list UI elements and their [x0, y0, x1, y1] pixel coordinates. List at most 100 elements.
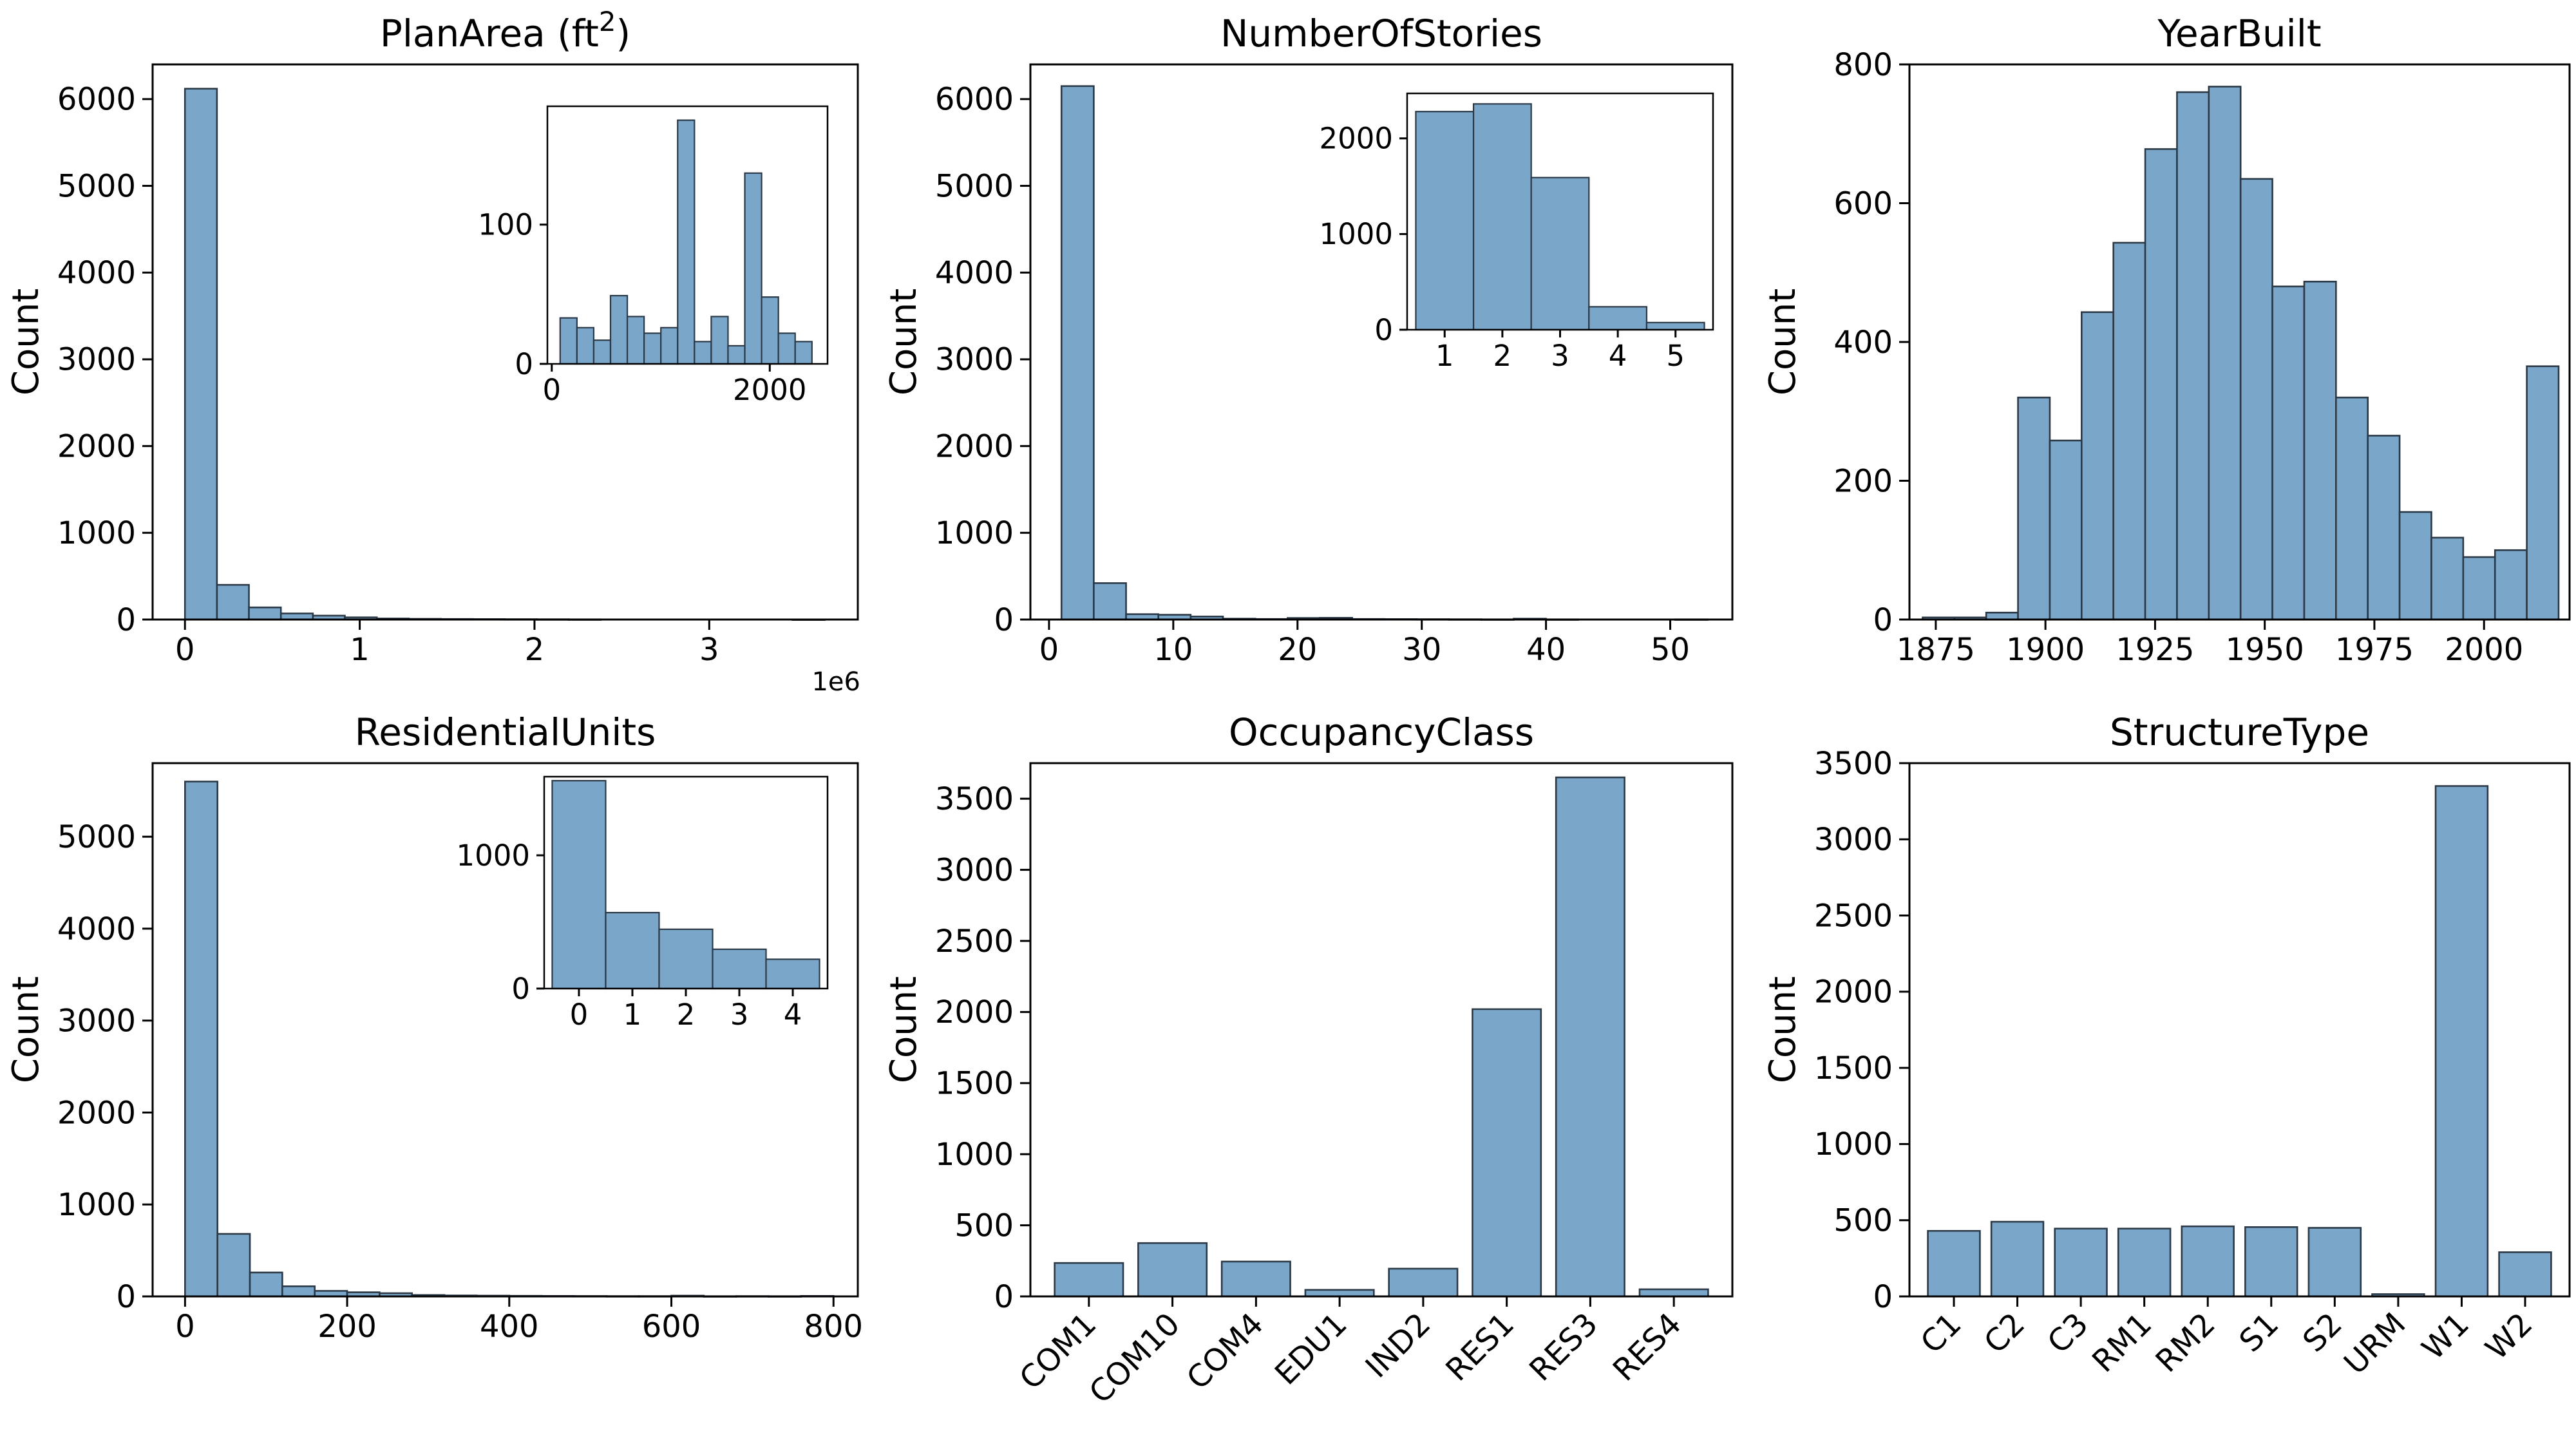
y-tick-label: 5000: [935, 168, 1014, 204]
bar: [1555, 776, 1625, 1298]
y-tick-label: 4000: [935, 255, 1014, 291]
bar: [184, 88, 218, 621]
bar: [2054, 1227, 2108, 1298]
y-tick-label: 0: [1873, 602, 1893, 638]
chart-title: PlanArea (ft2): [380, 6, 630, 55]
bar: [2239, 178, 2273, 621]
x-tick-label: 3: [699, 632, 719, 668]
y-axis-label: Count: [883, 976, 925, 1083]
y-tick-label: 0: [511, 972, 530, 1006]
x-tick-label: 4: [1609, 339, 1627, 373]
y-tick-label: 1000: [935, 1137, 1014, 1173]
y-tick-label: 2000: [935, 994, 1014, 1030]
bar: [710, 316, 729, 365]
y-tick-label: 1000: [57, 515, 136, 551]
bar: [2244, 1226, 2298, 1298]
y-tick-label: 1500: [1814, 1050, 1893, 1086]
x-tick-label: EDU1: [1268, 1306, 1354, 1392]
bar: [281, 1285, 316, 1298]
y-tick-label: 3500: [935, 781, 1014, 817]
bar: [1388, 1267, 1459, 1298]
y-tick-label: 2500: [1814, 898, 1893, 934]
bar: [1990, 1220, 2045, 1298]
bar: [1093, 582, 1127, 621]
bar: [794, 341, 813, 365]
x-tick-label: 1: [1435, 339, 1454, 373]
bar: [2176, 91, 2210, 621]
bar: [2112, 242, 2146, 621]
bar: [677, 119, 696, 365]
y-tick-label: 3000: [1814, 822, 1893, 858]
y-tick-label: 3000: [935, 852, 1014, 888]
yearbuilt-bars: [1922, 86, 2560, 621]
y-axis-label: Count: [1762, 289, 1804, 395]
x-tick-label: 2: [525, 632, 545, 668]
bar: [592, 339, 612, 365]
bar: [2303, 280, 2337, 621]
x-tick-label: 5: [1666, 339, 1685, 373]
x-tick-label: URM: [2337, 1306, 2412, 1381]
bar: [744, 172, 762, 365]
bar: [2462, 556, 2496, 621]
y-tick-label: 2500: [935, 924, 1014, 960]
x-tick-label: COM10: [1083, 1306, 1187, 1410]
axes-frame: [151, 63, 859, 621]
chart-numberofstories-inset: 1 2 3 4 5 0 1000 2000: [1319, 92, 1714, 373]
y-tick-label: 3500: [1814, 746, 1893, 782]
bar: [1638, 1288, 1709, 1298]
x-tick-label: 50: [1651, 632, 1690, 668]
y-tick-label: 1500: [935, 1066, 1014, 1102]
bar: [2398, 511, 2432, 621]
bar: [576, 327, 595, 365]
y-tick-label: 1000: [1814, 1126, 1893, 1162]
y-tick-label: 0: [1374, 313, 1393, 347]
x-tick-label: 1: [350, 632, 370, 668]
y-tick-label: 3000: [57, 342, 136, 378]
x-tick-label: 0: [542, 373, 561, 407]
axes-frame: [1029, 762, 1734, 1298]
y-tick-label: 1000: [1319, 217, 1393, 251]
y-tick-label: 2000: [57, 1095, 136, 1131]
y-tick-label: 0: [994, 1279, 1014, 1315]
x-tick-label: 0: [1039, 632, 1059, 668]
y-tick-label: 6000: [57, 82, 136, 118]
bar: [2081, 311, 2115, 621]
y-tick-label: 2000: [935, 428, 1014, 464]
x-tick-label: 800: [804, 1309, 863, 1345]
bar: [184, 781, 218, 1298]
bar: [2526, 365, 2560, 621]
bar: [248, 606, 282, 621]
axes-frame: [1029, 63, 1734, 621]
y-tick-label: 500: [1833, 1203, 1893, 1239]
bar: [2181, 1225, 2235, 1298]
chart-planarea: 0 1 2 301000200030004000500060001e6PlanArea…: [5, 6, 860, 697]
x-tick-label: 400: [480, 1309, 539, 1345]
x-tick-label: 2000: [733, 373, 807, 407]
bar: [712, 948, 767, 990]
bar: [551, 780, 607, 990]
bar: [605, 911, 660, 990]
chart-numberofstories: 0 10 20 30 40 500100020003000400050006000Numb…: [883, 12, 1734, 668]
chart-planarea-inset: 0 2000 0 100: [478, 105, 829, 407]
x-tick-label: 1900: [2006, 632, 2085, 668]
bar: [2307, 1227, 2362, 1298]
bar: [1415, 111, 1475, 331]
x-tick-label: 2000: [2445, 632, 2523, 668]
y-tick-label: 800: [1833, 47, 1893, 83]
bar: [1472, 103, 1532, 331]
bar: [2144, 148, 2178, 621]
x-tick-label: 4: [784, 998, 802, 1032]
chart-title: YearBuilt: [2157, 12, 2321, 55]
x-tick-label: RES1: [1439, 1306, 1521, 1388]
y-tick-label: 6000: [935, 82, 1014, 118]
chart-residentialunits: 0 200 400 600 800010002000300040005000Reside…: [5, 710, 863, 1345]
bar: [2049, 439, 2083, 621]
bar: [727, 345, 746, 365]
y-tick-label: 100: [478, 208, 533, 242]
bar: [2494, 549, 2528, 621]
x-tick-label: 1950: [2226, 632, 2304, 668]
y-tick-label: 400: [1833, 325, 1893, 361]
bar: [761, 296, 779, 365]
